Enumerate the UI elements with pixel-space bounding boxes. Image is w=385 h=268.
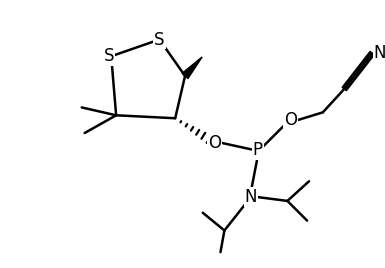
Polygon shape: [182, 57, 202, 79]
Text: S: S: [104, 47, 114, 65]
Text: S: S: [154, 31, 165, 49]
Text: P: P: [253, 141, 263, 159]
Text: N: N: [245, 188, 257, 206]
Text: O: O: [208, 134, 221, 152]
Text: N: N: [374, 44, 385, 62]
Text: O: O: [284, 111, 297, 129]
